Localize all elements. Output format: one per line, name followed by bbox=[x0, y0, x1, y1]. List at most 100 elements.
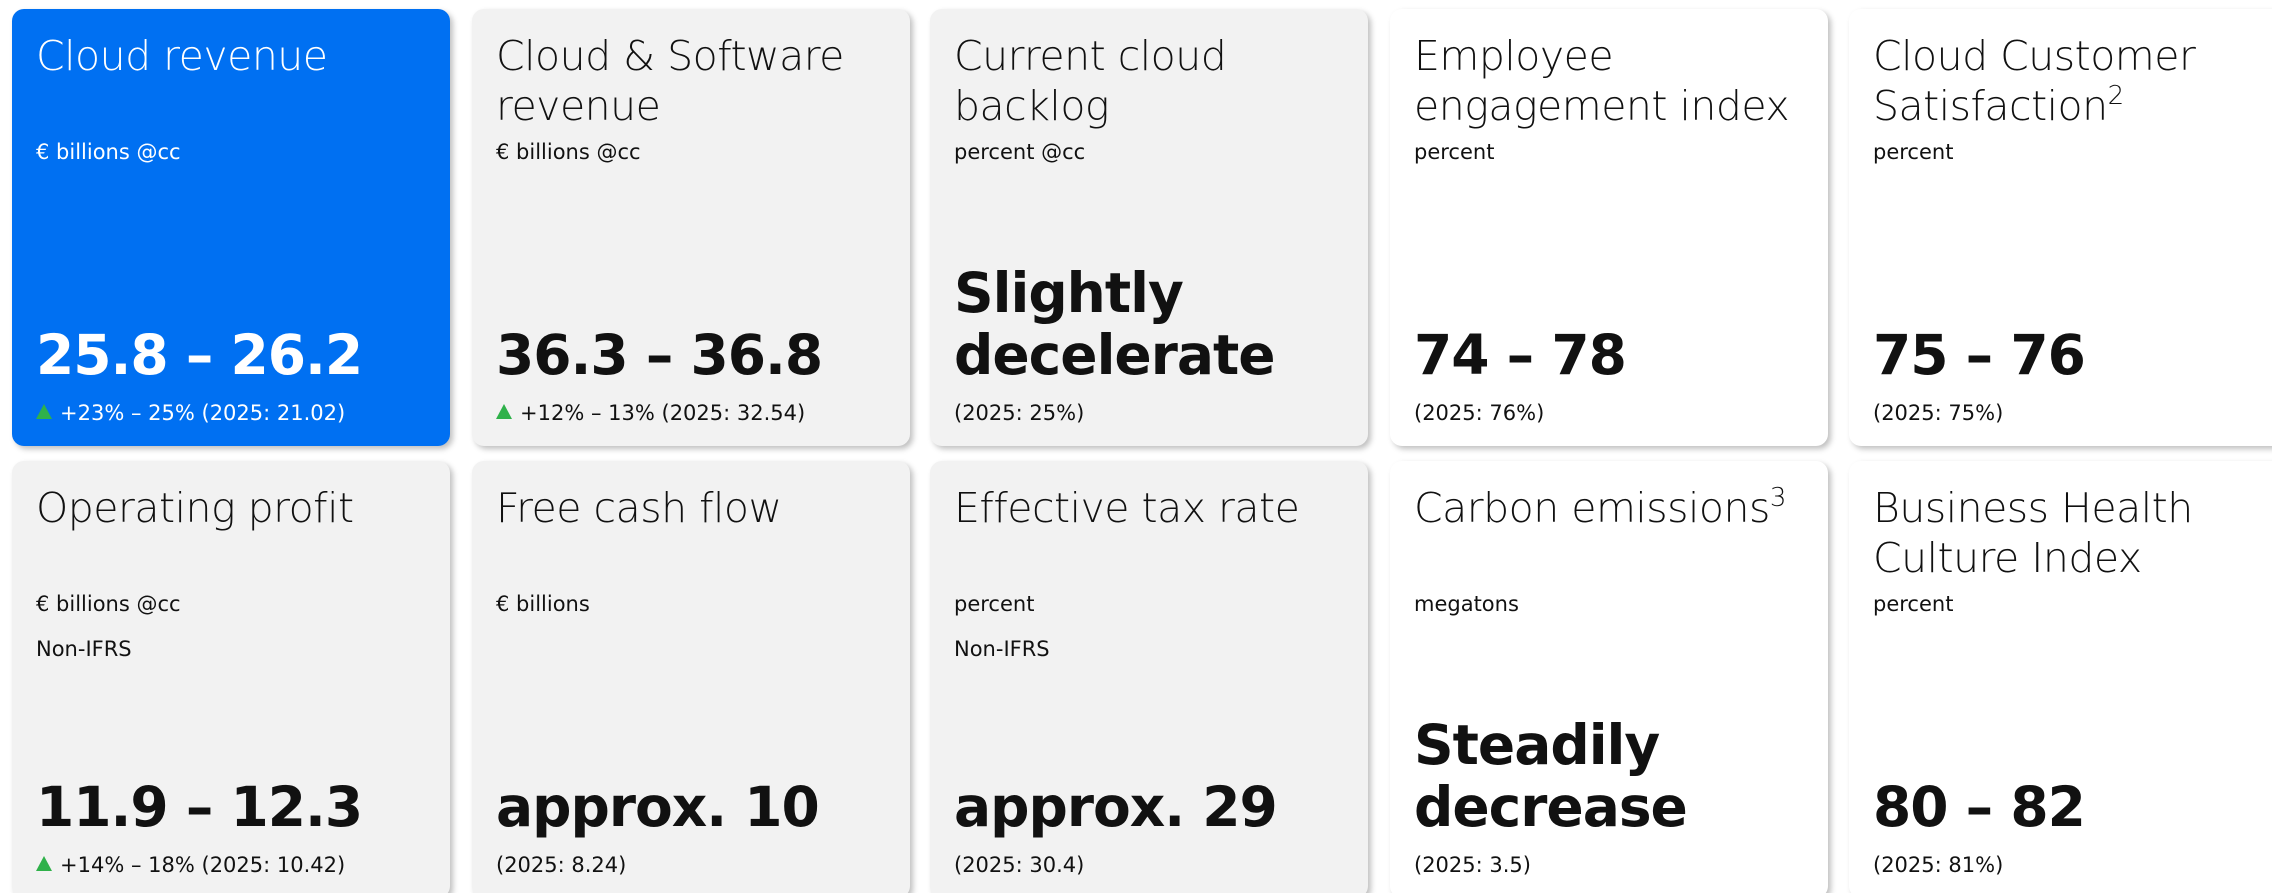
prior-year: (2025: 3.5) bbox=[1414, 853, 1531, 877]
change: +23% – 25% bbox=[60, 401, 195, 425]
subtitle: Non-IFRS bbox=[36, 637, 132, 661]
kpi-card: Operating profit € billions @cc Non-IFRS 11… bbox=[12, 461, 450, 893]
subtitle: € billions @cc bbox=[496, 140, 641, 164]
subtitle: Non-IFRS bbox=[954, 637, 1050, 661]
card-title: Effective tax rate bbox=[954, 483, 1344, 533]
title-text: Free cash flow bbox=[496, 484, 782, 532]
title-text: Current cloud backlog bbox=[954, 32, 1227, 130]
kpi-value: 74 – 78 bbox=[1414, 323, 1627, 387]
title-text: Carbon emissions bbox=[1414, 484, 1770, 532]
subtitles: megatons bbox=[1414, 589, 1519, 634]
kpi-card: Cloud & Software revenue € billions @cc 36… bbox=[472, 9, 910, 446]
title-text: Cloud Customer Satisfaction bbox=[1873, 32, 2196, 130]
kpi-foot: +14% – 18% (2025: 10.42) bbox=[36, 850, 434, 880]
prior-year: (2025: 25%) bbox=[954, 401, 1085, 425]
kpi-foot: (2025: 81%) bbox=[1873, 850, 2271, 880]
subtitle: € billions @cc bbox=[36, 140, 181, 164]
title-text: Business Health Culture Index bbox=[1873, 484, 2193, 582]
title-text: Effective tax rate bbox=[954, 484, 1300, 532]
kpi-card: Employee engagement index percent 74 – 78 (… bbox=[1390, 9, 1828, 446]
value-block: 25.8 – 26.2 +23% – 25% (2025: 21.02) bbox=[36, 324, 434, 428]
kpi-card: Current cloud backlog percent @cc Slightly… bbox=[930, 9, 1368, 446]
prior-year: (2025: 21.02) bbox=[201, 401, 346, 425]
title-text: Cloud & Software revenue bbox=[496, 32, 844, 130]
kpi-card: Effective tax rate percent Non-IFRS approx.… bbox=[930, 461, 1368, 893]
value-block: Slightly decelerate (2025: 25%) bbox=[954, 262, 1352, 428]
subtitle: € billions @cc bbox=[36, 592, 181, 616]
value-block: approx. 10 (2025: 8.24) bbox=[496, 776, 894, 880]
card-title: Cloud Customer Satisfaction2 bbox=[1873, 31, 2263, 131]
value-block: approx. 29 (2025: 30.4) bbox=[954, 776, 1352, 880]
change: +14% – 18% bbox=[60, 853, 195, 877]
subtitle: megatons bbox=[1414, 592, 1519, 616]
subtitles: percent bbox=[1414, 137, 1494, 182]
subtitles: € billions @cc Non-IFRS bbox=[36, 589, 181, 679]
prior-year: (2025: 8.24) bbox=[496, 853, 627, 877]
subtitle: percent bbox=[954, 592, 1035, 616]
kpi-foot: (2025: 75%) bbox=[1873, 398, 2271, 428]
subtitles: percent bbox=[1873, 589, 1953, 634]
card-title: Employee engagement index bbox=[1414, 31, 1804, 131]
prior-year: (2025: 32.54) bbox=[661, 401, 806, 425]
kpi-value: Slightly decelerate bbox=[954, 261, 1276, 387]
card-title: Cloud revenue bbox=[36, 31, 426, 81]
kpi-value: approx. 29 bbox=[954, 775, 1278, 839]
kpi-foot: (2025: 25%) bbox=[954, 398, 1352, 428]
kpi-value: 80 – 82 bbox=[1873, 775, 2086, 839]
kpi-foot: (2025: 30.4) bbox=[954, 850, 1352, 880]
value-block: 80 – 82 (2025: 81%) bbox=[1873, 776, 2271, 880]
prior-year: (2025: 81%) bbox=[1873, 853, 2004, 877]
kpi-card: Free cash flow € billions approx. 10 (2025:… bbox=[472, 461, 910, 893]
change: +12% – 13% bbox=[520, 401, 655, 425]
subtitles: € billions @cc bbox=[36, 137, 181, 182]
kpi-value: 75 – 76 bbox=[1873, 323, 2086, 387]
subtitles: € billions @cc bbox=[496, 137, 641, 182]
value-block: 11.9 – 12.3 +14% – 18% (2025: 10.42) bbox=[36, 776, 434, 880]
prior-year: (2025: 10.42) bbox=[201, 853, 346, 877]
kpi-card: Business Health Culture Index percent 80 –… bbox=[1849, 461, 2272, 893]
subtitle: percent bbox=[1414, 140, 1495, 164]
subtitles: percent Non-IFRS bbox=[954, 589, 1050, 679]
title-text: Operating profit bbox=[36, 484, 354, 532]
subtitle: percent @cc bbox=[954, 140, 1086, 164]
card-title: Free cash flow bbox=[496, 483, 886, 533]
prior-year: (2025: 76%) bbox=[1414, 401, 1545, 425]
subtitle: percent bbox=[1873, 140, 1954, 164]
value-block: 75 – 76 (2025: 75%) bbox=[1873, 324, 2271, 428]
up-triangle bbox=[36, 404, 52, 419]
kpi-value: 11.9 – 12.3 bbox=[36, 775, 363, 839]
kpi-value: 25.8 – 26.2 bbox=[36, 323, 363, 387]
value-block: 36.3 – 36.8 +12% – 13% (2025: 32.54) bbox=[496, 324, 894, 428]
kpi-foot: (2025: 3.5) bbox=[1414, 850, 1812, 880]
card-title: Cloud & Software revenue bbox=[496, 31, 886, 131]
prior-year: (2025: 75%) bbox=[1873, 401, 2004, 425]
kpi-value: approx. 10 bbox=[496, 775, 820, 839]
up-triangle bbox=[36, 856, 52, 871]
subtitles: € billions bbox=[496, 589, 590, 634]
card-title: Carbon emissions3 bbox=[1414, 483, 1804, 533]
card-title: Operating profit bbox=[36, 483, 426, 533]
subtitles: percent bbox=[1873, 137, 1953, 182]
footnote-ref: 2 bbox=[2107, 81, 2125, 111]
value-block: Steadily decrease (2025: 3.5) bbox=[1414, 714, 1812, 880]
subtitle: percent bbox=[1873, 592, 1954, 616]
card-title: Business Health Culture Index bbox=[1873, 483, 2263, 583]
title-text: Employee engagement index bbox=[1414, 32, 1790, 130]
subtitles: percent @cc bbox=[954, 137, 1085, 182]
title-text: Cloud revenue bbox=[36, 32, 328, 80]
kpi-value: Steadily decrease bbox=[1414, 713, 1688, 839]
value-block: 74 – 78 (2025: 76%) bbox=[1414, 324, 1812, 428]
kpi-card: Cloud Customer Satisfaction2 percent 75 – … bbox=[1849, 9, 2272, 446]
prior-year: (2025: 30.4) bbox=[954, 853, 1085, 877]
kpi-card: Cloud revenue € billions @cc 25.8 – 26.2 +2… bbox=[12, 9, 450, 446]
up-triangle bbox=[496, 404, 512, 419]
kpi-foot: +12% – 13% (2025: 32.54) bbox=[496, 398, 894, 428]
kpi-foot: +23% – 25% (2025: 21.02) bbox=[36, 398, 434, 428]
kpi-value: 36.3 – 36.8 bbox=[496, 323, 823, 387]
subtitle: € billions bbox=[496, 592, 590, 616]
kpi-card: Carbon emissions3 megatons Steadily decrea… bbox=[1390, 461, 1828, 893]
kpi-foot: (2025: 76%) bbox=[1414, 398, 1812, 428]
kpi-foot: (2025: 8.24) bbox=[496, 850, 894, 880]
